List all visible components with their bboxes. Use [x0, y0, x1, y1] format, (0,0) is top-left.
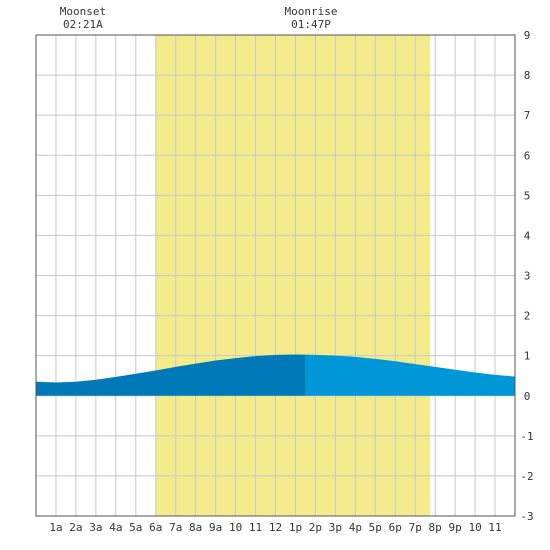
x-tick-label: 4p [349, 521, 362, 534]
y-tick-label: 5 [524, 189, 531, 202]
x-tick-label: 6a [149, 521, 162, 534]
x-tick-label: 11 [488, 521, 501, 534]
grid [36, 35, 515, 516]
x-tick-label: 3a [89, 521, 102, 534]
y-tick-label: -3 [520, 510, 533, 523]
annotation-time: 02:21A [63, 18, 103, 31]
tide-area-past [36, 354, 306, 396]
annotation-time: 01:47P [291, 18, 331, 31]
y-tick-label: 0 [524, 390, 531, 403]
x-tick-label: 9p [449, 521, 462, 534]
y-tick-label: 4 [524, 229, 531, 242]
y-tick-label: 3 [524, 270, 531, 283]
x-tick-label: 2a [69, 521, 82, 534]
x-tick-label: 8a [189, 521, 202, 534]
tide-area [36, 354, 515, 396]
x-tick-label: 4a [109, 521, 122, 534]
x-tick-label: 1a [49, 521, 62, 534]
x-tick-label: 7a [169, 521, 182, 534]
x-tick-label: 12 [269, 521, 282, 534]
y-tick-label: 2 [524, 310, 531, 323]
annotation-label: Moonrise [285, 5, 338, 18]
x-tick-label: 6p [389, 521, 402, 534]
y-tick-label: 9 [524, 29, 531, 42]
x-tick-label: 3p [329, 521, 342, 534]
x-tick-label: 1p [289, 521, 302, 534]
x-tick-label: 9a [209, 521, 222, 534]
y-tick-label: 1 [524, 350, 531, 363]
x-tick-label: 10 [468, 521, 481, 534]
tide-area-future [305, 354, 515, 396]
x-tick-label: 10 [229, 521, 242, 534]
y-axis-ticks: -3 -2 -1 0 1 2 3 4 5 6 7 8 9 [520, 29, 533, 523]
x-tick-label: 11 [249, 521, 262, 534]
plot-frame [35, 34, 516, 517]
y-tick-label: -1 [520, 430, 533, 443]
x-tick-label: 5a [129, 521, 142, 534]
x-tick-label: 5p [369, 521, 382, 534]
y-tick-label: 8 [524, 69, 531, 82]
x-axis-ticks: 1a 2a 3a 4a 5a 6a 7a 8a 9a 10 11 12 1p 2p 3p 4p 5p 6p 7p 8p… [49, 521, 501, 534]
y-tick-label: 6 [524, 149, 531, 162]
annotation-label: Moonset [60, 5, 106, 18]
x-tick-label: 2p [309, 521, 322, 534]
x-tick-label: 7p [409, 521, 422, 534]
x-tick-label: 8p [429, 521, 442, 534]
y-tick-label: 7 [524, 109, 531, 122]
y-tick-label: -2 [520, 470, 533, 483]
